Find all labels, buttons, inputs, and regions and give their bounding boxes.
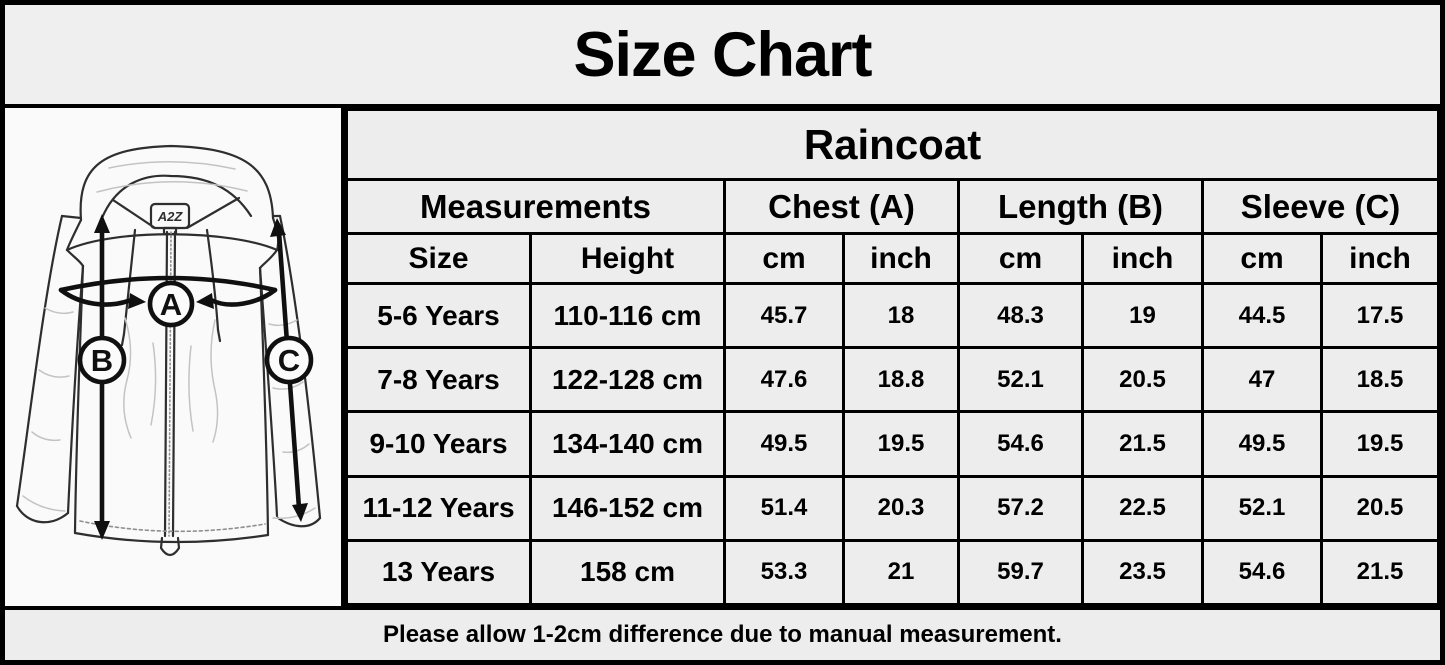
sleeve-inch-cell: 18.5	[1320, 346, 1440, 414]
marker-c-badge: C	[264, 335, 314, 385]
length-inch-cell: 23.5	[1081, 538, 1204, 607]
product-name-header: Raincoat	[345, 108, 1440, 181]
col-header-chest-cm: cm	[723, 232, 845, 285]
length-inch-cell: 19	[1081, 281, 1204, 350]
length-inch-cell: 20.5	[1081, 346, 1204, 414]
measurement-disclaimer: Please allow 1-2cm difference due to man…	[5, 606, 1440, 660]
col-header-sleeve-inch: inch	[1320, 232, 1440, 285]
col-header-height: Height	[529, 232, 726, 285]
brand-label-text: A2Z	[157, 209, 184, 224]
group-header-length: Length (B)	[957, 178, 1204, 235]
size-cell: 7-8 Years	[345, 346, 532, 414]
sleeve-cm-cell: 49.5	[1201, 410, 1323, 478]
content-area: A2Z	[5, 108, 1440, 607]
sleeve-cm-cell: 44.5	[1201, 281, 1323, 350]
table-row: 11-12 Years 146-152 cm 51.4 20.3 57.2 22…	[345, 474, 1440, 542]
height-cell: 134-140 cm	[529, 410, 726, 478]
table-row: 7-8 Years 122-128 cm 47.6 18.8 52.1 20.5…	[345, 346, 1440, 414]
table-row: 9-10 Years 134-140 cm 49.5 19.5 54.6 21.…	[345, 410, 1440, 478]
sleeve-inch-cell: 20.5	[1320, 474, 1440, 542]
raincoat-sketch: A2Z	[15, 144, 322, 557]
size-cell: 9-10 Years	[345, 410, 532, 478]
col-header-sleeve-cm: cm	[1201, 232, 1323, 285]
length-inch-cell: 22.5	[1081, 474, 1204, 542]
length-cm-cell: 48.3	[957, 281, 1084, 350]
size-table: Raincoat Measurements Chest (A) Length (…	[345, 108, 1440, 607]
marker-a-letter: A	[160, 287, 182, 322]
marker-c-letter: C	[278, 343, 300, 378]
length-cm-cell: 54.6	[957, 410, 1084, 478]
raincoat-diagram-panel: A2Z	[5, 108, 345, 606]
col-header-chest-inch: inch	[842, 232, 960, 285]
height-cell: 110-116 cm	[529, 281, 726, 350]
length-inch-cell: 21.5	[1081, 410, 1204, 478]
length-cm-cell: 59.7	[957, 538, 1084, 607]
marker-b-badge: B	[77, 335, 127, 385]
sleeve-cm-cell: 47	[1201, 346, 1323, 414]
col-header-length-cm: cm	[957, 232, 1084, 285]
height-cell: 146-152 cm	[529, 474, 726, 542]
chest-inch-cell: 20.3	[842, 474, 960, 542]
marker-a-badge: A	[147, 280, 195, 328]
sleeve-inch-cell: 21.5	[1320, 538, 1440, 607]
marker-b-letter: B	[91, 343, 113, 378]
height-cell: 122-128 cm	[529, 346, 726, 414]
table-row: 13 Years 158 cm 53.3 21 59.7 23.5 54.6 2…	[345, 538, 1440, 607]
height-cell: 158 cm	[529, 538, 726, 607]
chest-inch-cell: 21	[842, 538, 960, 607]
sleeve-inch-cell: 19.5	[1320, 410, 1440, 478]
size-cell: 13 Years	[345, 538, 532, 607]
chest-inch-cell: 18	[842, 281, 960, 350]
size-cell: 5-6 Years	[345, 281, 532, 350]
length-cm-cell: 52.1	[957, 346, 1084, 414]
sleeve-cm-cell: 52.1	[1201, 474, 1323, 542]
sleeve-cm-cell: 54.6	[1201, 538, 1323, 607]
chest-cm-cell: 49.5	[723, 410, 845, 478]
chest-cm-cell: 51.4	[723, 474, 845, 542]
chest-inch-cell: 19.5	[842, 410, 960, 478]
chest-inch-cell: 18.8	[842, 346, 960, 414]
page-title: Size Chart	[5, 5, 1440, 108]
col-header-size: Size	[345, 232, 532, 285]
chest-measure-arrow	[58, 275, 278, 309]
table-row: 5-6 Years 110-116 cm 45.7 18 48.3 19 44.…	[345, 281, 1440, 350]
col-header-length-inch: inch	[1081, 232, 1204, 285]
chest-cm-cell: 45.7	[723, 281, 845, 350]
raincoat-measurement-diagram: A2Z	[15, 144, 322, 557]
group-header-sleeve: Sleeve (C)	[1201, 178, 1440, 235]
size-cell: 11-12 Years	[345, 474, 532, 542]
group-header-measurements: Measurements	[345, 178, 726, 235]
chest-cm-cell: 47.6	[723, 346, 845, 414]
size-table-wrap: Raincoat Measurements Chest (A) Length (…	[345, 108, 1440, 607]
group-header-chest: Chest (A)	[723, 178, 960, 235]
sleeve-inch-cell: 17.5	[1320, 281, 1440, 350]
length-cm-cell: 57.2	[957, 474, 1084, 542]
chest-cm-cell: 53.3	[723, 538, 845, 607]
